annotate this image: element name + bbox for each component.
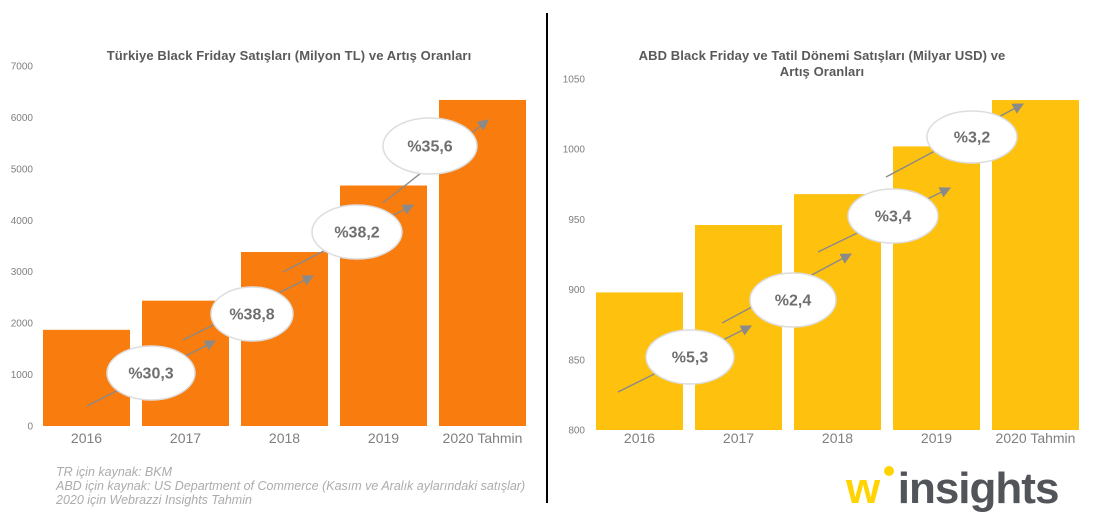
x-axis-label: 2016 [71, 430, 102, 446]
x-axis-label: 2019 [921, 430, 952, 446]
left-chart-title: Türkiye Black Friday Satışları (Milyon T… [30, 48, 548, 64]
divider-line [546, 13, 548, 503]
growth-rate-label: %30,3 [128, 366, 173, 383]
footnote-tr-source: TR için kaynak: BKM [56, 465, 173, 479]
growth-bubble [645, 329, 735, 385]
bar-2017 [695, 225, 782, 430]
left-chart-title-line: Türkiye Black Friday Satışları (Milyon T… [106, 48, 472, 63]
y-axis-tick-label: 2000 [11, 319, 34, 330]
x-axis-label: 2016 [624, 430, 655, 446]
y-axis-tick-label: 6000 [11, 113, 34, 124]
footnote-us-source: ABD için kaynak: US Department of Commer… [56, 478, 526, 493]
turkey-black-friday-chart: 0 1000 2000 3000 4000 5000 6000 7000 2016 2017 201… [11, 62, 526, 446]
growth-rate-label: %35,6 [407, 139, 452, 156]
logo-wordmark: insights [897, 464, 1060, 513]
us-black-friday-chart: 800 850 900 950 1000 1050 2016 2017 2018 2019 2020… [563, 75, 1079, 446]
y-axis-tick-label: 950 [568, 215, 585, 226]
logo-dot-icon [883, 466, 894, 476]
growth-rate-label: %3,4 [875, 209, 912, 226]
x-axis-label: 2020 Tahmin [443, 430, 523, 446]
right-chart-title-line-1: ABD Black Friday ve Tatil Dönemi Satışla… [638, 48, 1006, 63]
x-axis-label: 2017 [170, 430, 201, 446]
source-footnotes: TR için kaynak: BKM ABD için kaynak: US … [56, 465, 536, 507]
y-axis-tick-label: 0 [27, 422, 33, 433]
x-axis-label: 2020 Tahmin [996, 430, 1076, 446]
bar-2020-tahmin [992, 100, 1079, 430]
y-axis-tick-label: 1000 [11, 370, 34, 381]
x-axis-label: 2017 [723, 430, 754, 446]
growth-rate-label: %38,8 [229, 307, 274, 324]
growth-rate-label: %2,4 [775, 293, 812, 310]
growth-rate-label: %5,3 [672, 350, 709, 367]
growth-bubble [926, 110, 1018, 164]
webrazzi-insights-logo: w insights [846, 464, 1060, 514]
footnote-forecast-source: 2020 için Webrazzi Insights Tahmin [56, 492, 252, 507]
growth-bubble [106, 345, 196, 401]
growth-bubble [847, 188, 939, 244]
growth-bubble [382, 117, 478, 175]
x-axis-label: 2018 [269, 430, 300, 446]
y-axis-tick-label: 4000 [11, 216, 34, 227]
growth-rate-label: %3,2 [954, 130, 991, 147]
growth-rate-label: %38,2 [334, 225, 379, 242]
x-axis-label: 2018 [822, 430, 853, 446]
right-chart-title: ABD Black Friday ve Tatil Dönemi Satışla… [548, 48, 1096, 80]
y-axis-tick-label: 3000 [11, 267, 34, 278]
y-axis-tick-label: 7000 [11, 62, 34, 73]
y-axis-tick-label: 850 [568, 355, 585, 366]
y-axis-tick-label: 900 [568, 285, 585, 296]
x-axis-label: 2019 [368, 430, 399, 446]
y-axis-tick-label: 1000 [563, 145, 586, 156]
y-axis-tick-label: 1050 [563, 75, 586, 86]
logo-w-letter: w [846, 464, 880, 513]
right-chart-title-line-2: Artış Oranları [779, 64, 865, 79]
growth-bubble [749, 272, 837, 328]
y-axis-tick-label: 800 [568, 426, 585, 437]
bar-2019 [893, 146, 980, 430]
y-axis-tick-label: 5000 [11, 164, 34, 175]
growth-bubble [311, 204, 403, 260]
growth-bubble [210, 286, 294, 342]
